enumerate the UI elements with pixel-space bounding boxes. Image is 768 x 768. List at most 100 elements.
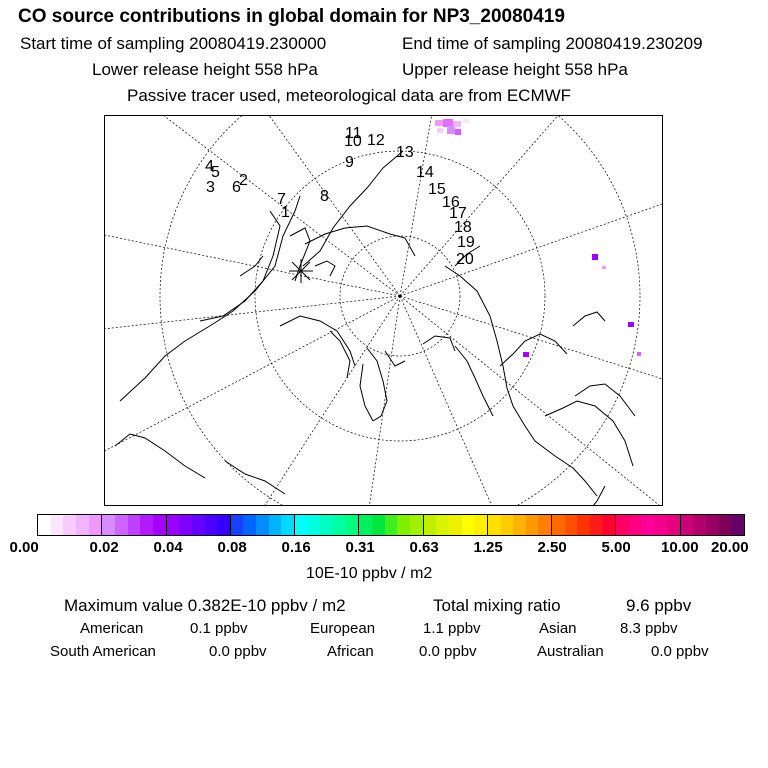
source-african-name: African	[327, 643, 374, 660]
colorbar-swatch	[256, 515, 269, 535]
colorbar-swatch	[654, 515, 668, 535]
colorbar-swatch	[487, 515, 501, 535]
longitude-lines	[105, 116, 662, 505]
colorbar-swatch	[140, 515, 153, 535]
source-european-name: European	[310, 620, 376, 637]
source-south-american-value: 0.0 ppbv	[209, 643, 267, 660]
colorbar-swatch	[88, 515, 102, 535]
colorbar-swatch	[705, 515, 719, 535]
colorbar-swatch	[513, 515, 526, 535]
colorbar-swatch	[629, 515, 642, 535]
colorbar-block-8	[552, 515, 617, 535]
colorbar-tick-label: 10.00	[661, 539, 699, 556]
trajectory-label: 1	[281, 204, 290, 221]
latitude-circles	[159, 116, 641, 505]
colorbar-swatch	[320, 515, 334, 535]
source-australian-value: 0.0 ppbv	[651, 643, 709, 660]
colorbar-swatch	[436, 515, 449, 535]
release-point-asterisk	[289, 259, 313, 283]
trajectory-label: 12	[367, 132, 385, 149]
trajectory-label: 19	[457, 234, 475, 251]
colorbar-swatch	[461, 515, 475, 535]
colorbar-swatch	[474, 515, 487, 535]
map-canvas	[105, 116, 662, 505]
colorbar-swatch	[230, 515, 244, 535]
colorbar-swatch	[307, 515, 321, 535]
source-south-american-name: South American	[50, 643, 156, 660]
source-australian-name: Australian	[537, 643, 604, 660]
colorbar-swatch	[102, 515, 115, 535]
concentration-pixels	[435, 118, 641, 357]
source-asian-value: 8.3 ppbv	[620, 620, 678, 637]
colorbar-swatch	[680, 515, 694, 535]
colorbar-tick-label: 0.31	[345, 539, 375, 556]
trajectory-label: 6	[232, 179, 241, 196]
colorbar-block-4	[295, 515, 360, 535]
end-time: End time of sampling 20080419.230209	[402, 34, 703, 53]
colorbar-swatch	[63, 515, 76, 535]
colorbar-swatch	[538, 515, 552, 535]
colorbar-swatch	[38, 515, 51, 535]
colorbar-swatch	[397, 515, 410, 535]
colorbar-unit: 10E-10 ppbv / m2	[306, 565, 433, 582]
trajectory-label: 17	[449, 205, 467, 222]
lower-release-height: Lower release height 558 hPa	[92, 60, 318, 79]
colorbar-swatch	[525, 515, 539, 535]
trajectory-label: 10	[344, 133, 362, 150]
colorbar-tick-label: 5.00	[601, 539, 631, 556]
colorbar-swatch	[166, 515, 180, 535]
colorbar-swatch	[641, 515, 655, 535]
colorbar-swatch	[243, 515, 257, 535]
colorbar-block-0	[38, 515, 103, 535]
source-american-value: 0.1 ppbv	[190, 620, 248, 637]
coastlines	[114, 195, 636, 505]
colorbar-swatch	[564, 515, 578, 535]
polar-map: 1 2 3 4 5 6 7 8 9 10 11 12 13 14 15 16 17 18 19 20	[104, 115, 663, 506]
colorbar-swatch	[281, 515, 295, 535]
trajectory-label: 11	[345, 125, 362, 142]
colorbar-tick-label: 0.63	[409, 539, 439, 556]
colorbar-swatch	[127, 515, 141, 535]
start-time: Start time of sampling 20080419.230000	[20, 34, 327, 53]
colorbar-swatch	[75, 515, 89, 535]
trajectory-label: 8	[320, 188, 329, 205]
plot-title: CO source contributions in global domain…	[18, 6, 565, 27]
colorbar-swatch	[552, 515, 565, 535]
max-value: Maximum value 0.382E-10 ppbv / m2	[64, 596, 346, 615]
colorbar-swatch	[204, 515, 218, 535]
colorbar-block-2	[166, 515, 231, 535]
trajectory	[302, 150, 404, 267]
source-african-value: 0.0 ppbv	[419, 643, 477, 660]
trajectory-label: 5	[211, 164, 220, 181]
colorbar-swatch	[718, 515, 732, 535]
colorbar-block-5	[359, 515, 424, 535]
colorbar-swatch	[295, 515, 308, 535]
colorbar-block-6	[423, 515, 488, 535]
colorbar-swatch	[345, 515, 359, 535]
trajectory-label: 20	[456, 251, 474, 268]
colorbar-swatch	[448, 515, 462, 535]
trajectory-label: 2	[239, 172, 248, 189]
upper-release-height: Upper release height 558 hPa	[402, 60, 628, 79]
source-asian-name: Asian	[539, 620, 577, 637]
colorbar-tick-label: 0.16	[281, 539, 311, 556]
colorbar-swatch	[602, 515, 616, 535]
trajectory-label: 13	[396, 144, 414, 161]
colorbar-swatch	[731, 515, 744, 535]
trajectory-label: 15	[428, 181, 446, 198]
colorbar-swatch	[616, 515, 630, 535]
trajectory-label: 18	[454, 219, 472, 236]
colorbar-block-1	[102, 515, 167, 535]
trajectory-label: 16	[442, 194, 460, 211]
trajectory-label: 3	[206, 179, 215, 196]
trajectory-label: 9	[345, 154, 354, 171]
trajectory-label: 4	[205, 158, 214, 175]
colorbar-tick-label: 0.00	[9, 539, 39, 556]
colorbar-swatch	[152, 515, 166, 535]
colorbar-swatch	[179, 515, 192, 535]
trajectory-label: 7	[277, 191, 286, 208]
colorbar-block-9	[616, 515, 681, 535]
colorbar-block-7	[487, 515, 553, 535]
colorbar-tick-label: 0.08	[217, 539, 247, 556]
colorbar-tick-label: 0.04	[153, 539, 183, 556]
